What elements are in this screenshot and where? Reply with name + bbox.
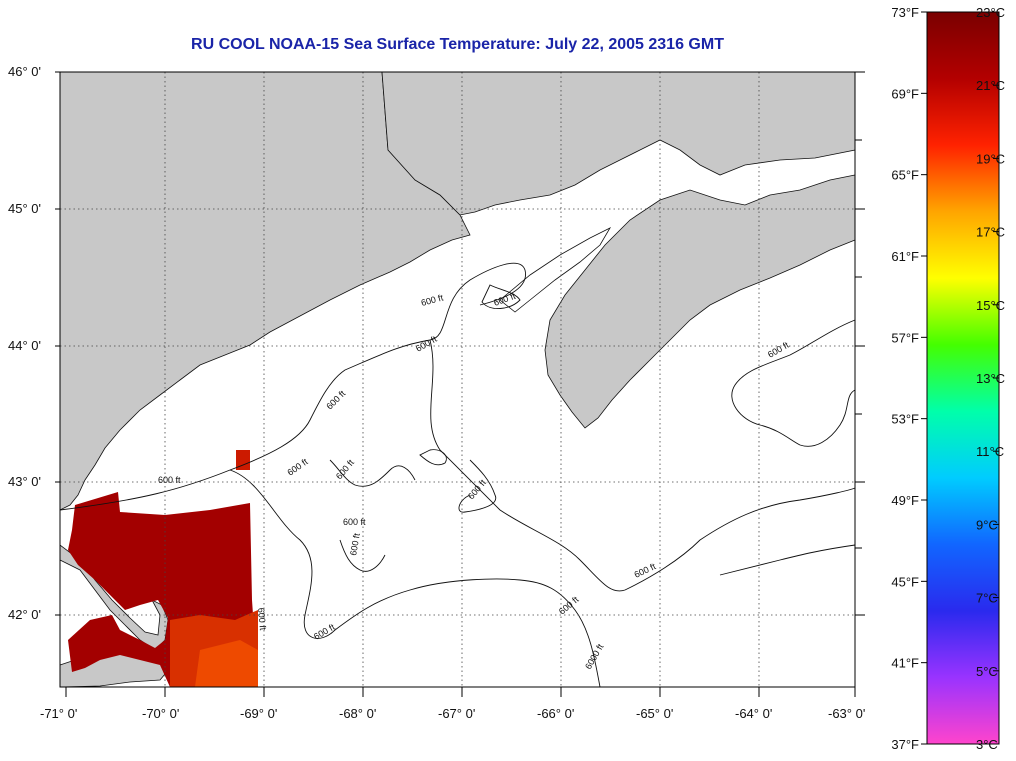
lat-label-46: 46° 0' <box>8 64 41 79</box>
lon-label-65: -65° 0' <box>636 706 673 721</box>
colorbar-f-label: 73°F <box>891 5 919 20</box>
lon-label-64: -64° 0' <box>735 706 772 721</box>
colorbar-c-label: 19°C <box>976 151 1005 166</box>
contour-label: 600 ft <box>256 607 268 631</box>
colorbar-c-label: 23°C <box>976 5 1005 20</box>
sst-data-region <box>68 450 258 687</box>
lon-label-67: -67° 0' <box>438 706 475 721</box>
colorbar: 73°F 69°F 65°F 61°F 57°F 53°F 49°F 45°F 41°F 37°F… <box>891 5 1005 752</box>
contour-label: 600 ft <box>343 517 366 527</box>
colorbar-c-label: 15°C <box>976 298 1005 313</box>
colorbar-c-label: 21°C <box>976 78 1005 93</box>
colorbar-f-label: 37°F <box>891 737 919 752</box>
lon-label-69: -69° 0' <box>240 706 277 721</box>
lat-label-43: 43° 0' <box>8 474 41 489</box>
depth-contours <box>59 262 856 688</box>
colorbar-c-label: 3°C <box>976 737 998 752</box>
colorbar-f-label: 65°F <box>891 168 919 183</box>
colorbar-f-label: 49°F <box>891 493 919 508</box>
axis-ticks <box>55 71 865 697</box>
contour-label: 600 ft <box>348 532 362 556</box>
map-title: RU COOL NOAA-15 Sea Surface Temperature:… <box>191 36 724 53</box>
graticule <box>60 72 855 687</box>
colorbar-c-label: 9°C <box>976 517 998 532</box>
colorbar-f-label: 69°F <box>891 86 919 101</box>
lon-label-71: -71° 0' <box>40 706 77 721</box>
lat-label-44: 44° 0' <box>8 338 41 353</box>
lat-label-45: 45° 0' <box>8 201 41 216</box>
contour-label: 600 ft <box>158 475 181 485</box>
colorbar-gradient <box>926 11 1000 745</box>
colorbar-f-label: 57°F <box>891 330 919 345</box>
land-nova-scotia <box>544 174 856 429</box>
latitude-labels: 46° 0' 45° 0' 44° 0' 43° 0' 42° 0' <box>8 64 41 622</box>
colorbar-f-label: 53°F <box>891 412 919 427</box>
colorbar-c-label: 7°C <box>976 591 998 606</box>
map-frame <box>59 71 856 688</box>
colorbar-c-label: 11°C <box>976 444 1004 459</box>
colorbar-f-label: 61°F <box>891 249 919 264</box>
land-new-brunswick <box>381 71 856 216</box>
colorbar-f-label: 45°F <box>891 574 919 589</box>
lon-label-66: -66° 0' <box>537 706 574 721</box>
bay-of-fundy <box>499 227 612 313</box>
lon-label-63: -63° 0' <box>828 706 865 721</box>
colorbar-f-label: 41°F <box>891 656 919 671</box>
colorbar-c-label: 13°C <box>976 371 1005 386</box>
colorbar-c-label: 5°C <box>976 664 998 679</box>
lon-label-70: -70° 0' <box>142 706 179 721</box>
longitude-labels: -71° 0' -70° 0' -69° 0' -68° 0' -67° 0' … <box>40 706 865 721</box>
colorbar-c-label: 17°C <box>976 225 1005 240</box>
lon-label-68: -68° 0' <box>339 706 376 721</box>
lat-label-42: 42° 0' <box>8 607 41 622</box>
